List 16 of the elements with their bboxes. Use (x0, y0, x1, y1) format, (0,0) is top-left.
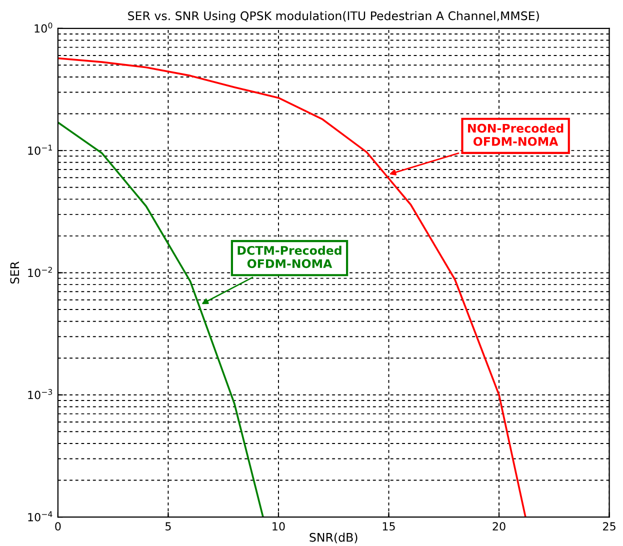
chart-title: SER vs. SNR Using QPSK modulation(ITU Pedestrian A Channel,MMSE) (128, 11, 539, 23)
y-tick-label: 10$^{0}$ (34, 22, 52, 33)
x-tick-label: 25 (603, 522, 616, 531)
x-tick-label: 5 (166, 522, 171, 531)
x-axis-title: SNR(dB) (310, 532, 358, 544)
y-tick-label: 10$^{−1}$ (28, 144, 52, 155)
x-tick-label: 15 (382, 522, 395, 531)
x-tick-label: 20 (492, 522, 506, 531)
y-tick-label: 10$^{−4}$ (28, 511, 52, 522)
x-tick-label: 10 (272, 522, 285, 531)
annotation: DCTM-Precoded OFDM-NOMA (238, 246, 342, 268)
y-tick-label: 10$^{−3}$ (28, 389, 52, 400)
x-tick-label: 0 (55, 522, 61, 531)
annotation: NON-Precoded OFDM-NOMA (468, 124, 564, 146)
y-axis-title: SER (10, 261, 20, 284)
y-tick-label: 10$^{−2}$ (28, 266, 52, 278)
